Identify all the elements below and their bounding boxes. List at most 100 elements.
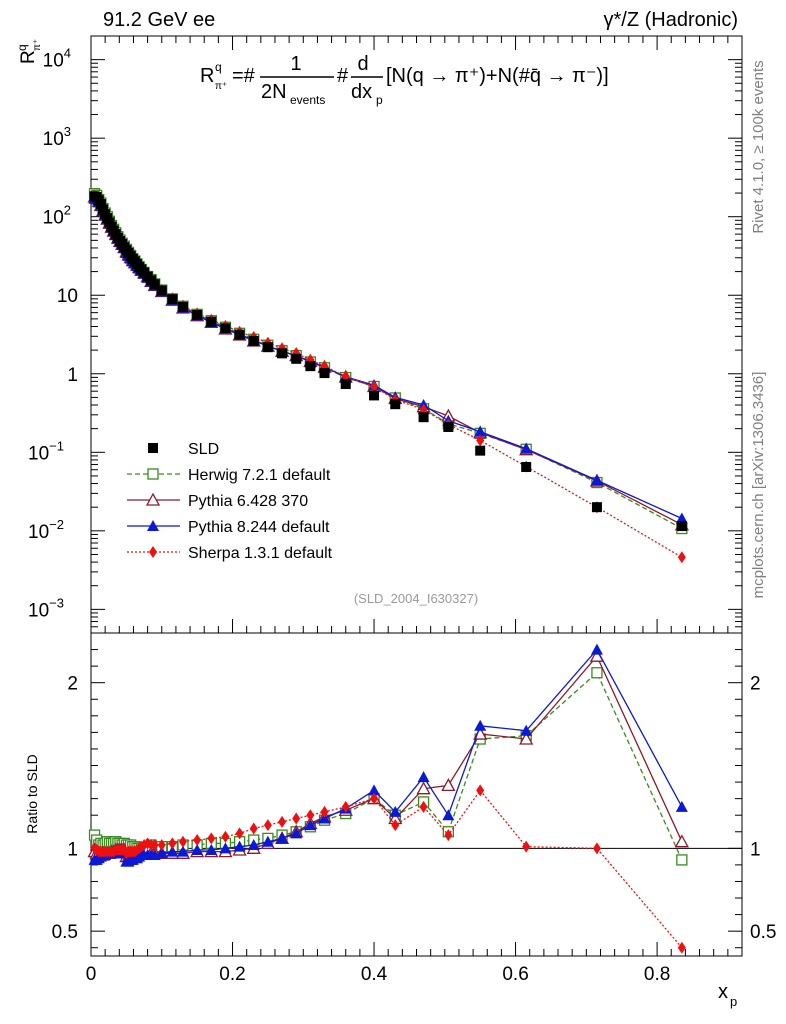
formula-hash: # (337, 65, 349, 87)
legend: SLD Herwig 7.2.1 default Pythia 6.428 370 P… (127, 441, 333, 562)
legend-entry-Sherpa: Sherpa 1.3.1 default (127, 545, 333, 562)
ratio-point-Pythia8 (520, 724, 533, 736)
ratio-ytick-label: 0.5 (52, 922, 78, 943)
main-point-SLD (319, 368, 330, 379)
ratio-point-Sherpa (278, 815, 287, 828)
main-point-SLD (234, 329, 245, 340)
legend-marker-SLD (148, 443, 158, 453)
ratio-point-Sherpa (221, 830, 230, 843)
series-layer (87, 188, 689, 954)
xlabel-sub: p (730, 994, 737, 1009)
ratio-point-Pythia8 (276, 832, 289, 844)
ylabel-sub: π⁺ (32, 39, 43, 51)
main-point-SLD (521, 461, 532, 472)
main-point-SLD (277, 348, 288, 359)
ratio-point-Herwig (591, 667, 603, 679)
ratio-point-Pythia8 (176, 845, 189, 857)
ratio-line-Pythia8 (94, 648, 683, 863)
main-ytick-label: 10 (57, 286, 78, 307)
ratio-point-Pythia8 (261, 835, 274, 847)
ratio-point-Sherpa (419, 800, 428, 813)
ratio-point-Sherpa (391, 819, 400, 832)
main-point-SLD (369, 390, 380, 401)
ratio-point-Sherpa (592, 842, 601, 855)
main-point-SLD (192, 310, 203, 321)
ratio-point-Pythia6 (416, 781, 431, 795)
ratio-point-Sherpa (157, 839, 166, 852)
formula-d-den-sub: p (376, 93, 383, 107)
ratio-point-Pythia8 (442, 809, 455, 821)
main-point-Sherpa (677, 551, 686, 564)
main-point-SLD (591, 502, 602, 513)
ratio-point-Sherpa (370, 792, 379, 805)
main-ytick-label: 104 (43, 46, 71, 72)
formula: R q π⁺ =# 1 2N events # d dx p [N(q → π⁺… (200, 53, 609, 107)
ratio-point-Pythia8 (318, 812, 331, 824)
ratio-point-Pythia8 (590, 643, 603, 655)
legend-label-Herwig: Herwig 7.2.1 default (188, 467, 331, 484)
ratio-xtick-label: 0.6 (502, 964, 528, 985)
legend-marker-Herwig (147, 468, 159, 480)
ratio-xtick-label: 0.4 (361, 964, 388, 985)
ratio-point-Pythia8 (389, 805, 402, 817)
axes-layer: 10−3 10−2 10−1 1 10 102 103 104 0 0.2 0.4 0.6 0.8 0.5… (28, 36, 776, 985)
main-ytick-label: 10−3 (28, 595, 64, 621)
ratio-ytick-label: 2 (67, 674, 78, 695)
main-point-SLD (95, 199, 106, 210)
main-ylabel: R q π⁺ (15, 39, 43, 64)
ratio-line-Sherpa (94, 789, 683, 949)
formula-R: R (200, 65, 214, 87)
ratio-point-Pythia8 (247, 839, 260, 851)
main-point-SLD (443, 421, 454, 432)
legend-entry-Herwig: Herwig 7.2.1 default (127, 467, 331, 484)
ratio-point-Sherpa (150, 839, 159, 852)
energy-label: 91.2 GeV ee (103, 9, 215, 31)
main-point-SLD (156, 285, 167, 296)
main-point-SLD (676, 521, 687, 532)
legend-label-Pythia6: Pythia 6.428 370 (188, 493, 308, 510)
main-point-Pythia8 (474, 425, 487, 437)
ratio-point-Pythia8 (233, 840, 246, 852)
ratio-ytick-label-right: 2 (750, 674, 761, 695)
main-point-Sherpa (476, 434, 485, 447)
main-frame (90, 35, 743, 634)
ratio-point-Sherpa (168, 837, 177, 850)
main-ytick-label: 10−2 (28, 517, 64, 543)
main-point-Pythia8 (590, 474, 603, 486)
ratio-ylabel: Ratio to SLD (24, 754, 40, 833)
formula-frac-num: 1 (290, 53, 301, 75)
ratio-point-Sherpa (178, 835, 187, 848)
legend-label-Sherpa: Sherpa 1.3.1 default (188, 545, 333, 562)
process-label: γ*/Z (Hadronic) (604, 9, 738, 31)
formula-sup: q (215, 60, 222, 74)
ratio-point-Sherpa (320, 805, 329, 818)
ratio-point-Sherpa (120, 843, 129, 856)
ratio-point-Pythia8 (166, 845, 179, 857)
ratio-ytick-label-right: 0.5 (750, 922, 776, 943)
mcplots-label: mcplots.cern.ch [arXiv:1306.3436] (750, 372, 767, 599)
main-point-SLD (305, 361, 316, 372)
formula-frac-den: 2N (261, 81, 287, 103)
xlabel-x: x (718, 981, 728, 1003)
ratio-point-Sherpa (444, 829, 453, 842)
ratio-point-Pythia8 (368, 784, 381, 796)
ratio-xtick-label: 0.2 (219, 964, 245, 985)
rivet-label: Rivet 4.1.0, ≥ 100k events (750, 60, 767, 233)
ratio-point-Sherpa (249, 822, 258, 835)
ratio-xtick-label: 0 (86, 964, 97, 985)
ylabel-R: R (18, 50, 39, 64)
main-point-SLD (167, 294, 178, 305)
ratio-frame (90, 632, 743, 957)
main-point-Pythia8 (675, 512, 688, 524)
main-point-SLD (149, 279, 160, 290)
main-point-SLD (291, 353, 302, 364)
legend-entry-Pythia8: Pythia 8.244 default (127, 519, 330, 536)
ratio-point-Pythia6 (441, 778, 456, 792)
main-point-SLD (418, 412, 429, 423)
main-point-Pythia8 (520, 442, 533, 454)
ratio-point-Pythia8 (290, 827, 303, 839)
ratio-point-Sherpa (193, 834, 202, 847)
formula-d-den: dx (351, 81, 372, 103)
ratio-point-Pythia8 (219, 842, 232, 854)
